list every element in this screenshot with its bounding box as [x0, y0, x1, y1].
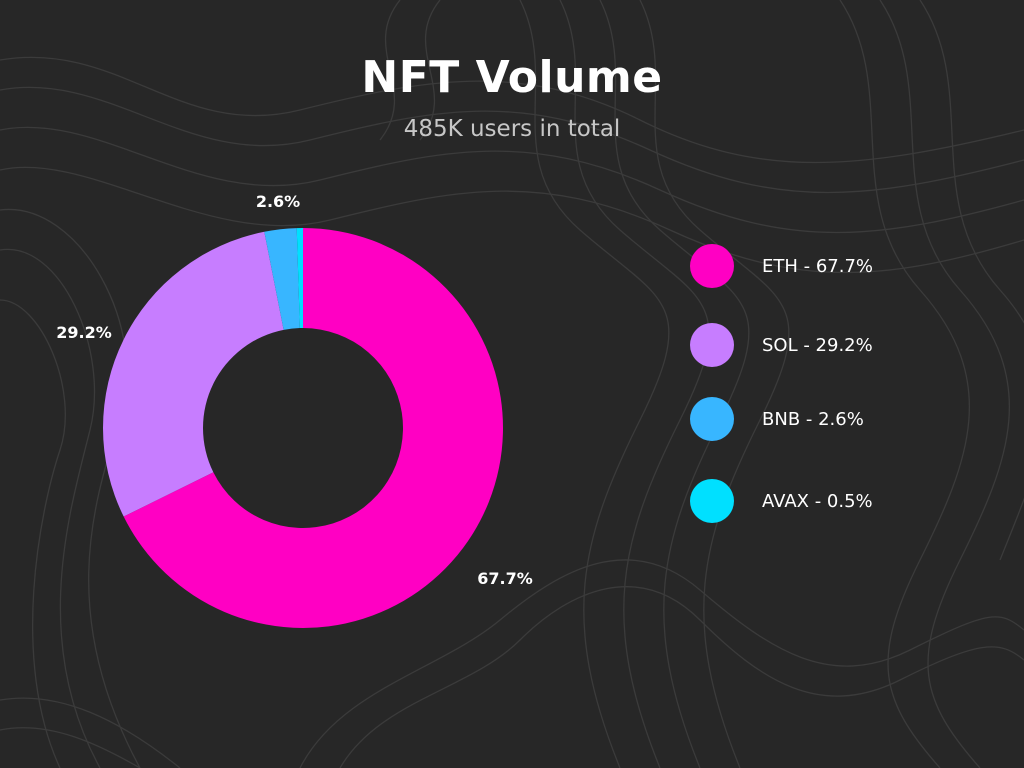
legend-item-sol: SOL - 29.2% — [690, 323, 873, 367]
donut-slice-bnb — [264, 228, 300, 330]
legend-item-avax: AVAX - 0.5% — [690, 479, 873, 523]
chart-title: NFT Volume — [361, 52, 663, 103]
donut-slice-sol — [103, 231, 284, 517]
data-label-bnb: 2.6% — [256, 192, 300, 211]
legend-label-bnb: BNB - 2.6% — [762, 408, 864, 430]
legend-label-eth: ETH - 67.7% — [762, 255, 874, 277]
legend-label-avax: AVAX - 0.5% — [762, 490, 873, 512]
legend-swatch-bnb — [690, 397, 734, 441]
legend-item-eth: ETH - 67.7% — [690, 244, 873, 288]
donut-slice-eth — [123, 228, 504, 629]
donut-slices — [103, 228, 504, 629]
data-label-sol: 29.2% — [56, 323, 112, 342]
legend-label-sol: SOL - 29.2% — [762, 334, 873, 356]
donut-slice-avax — [296, 228, 303, 329]
donut-data-labels: 67.7% 29.2% 2.6% — [56, 192, 533, 588]
data-label-eth: 67.7% — [477, 569, 533, 588]
legend-swatch-sol — [690, 323, 734, 367]
legend-item-bnb: BNB - 2.6% — [690, 397, 864, 441]
legend-swatch-avax — [690, 479, 734, 523]
legend-swatch-eth — [690, 244, 734, 288]
chart-subtitle: 485K users in total — [403, 116, 621, 142]
